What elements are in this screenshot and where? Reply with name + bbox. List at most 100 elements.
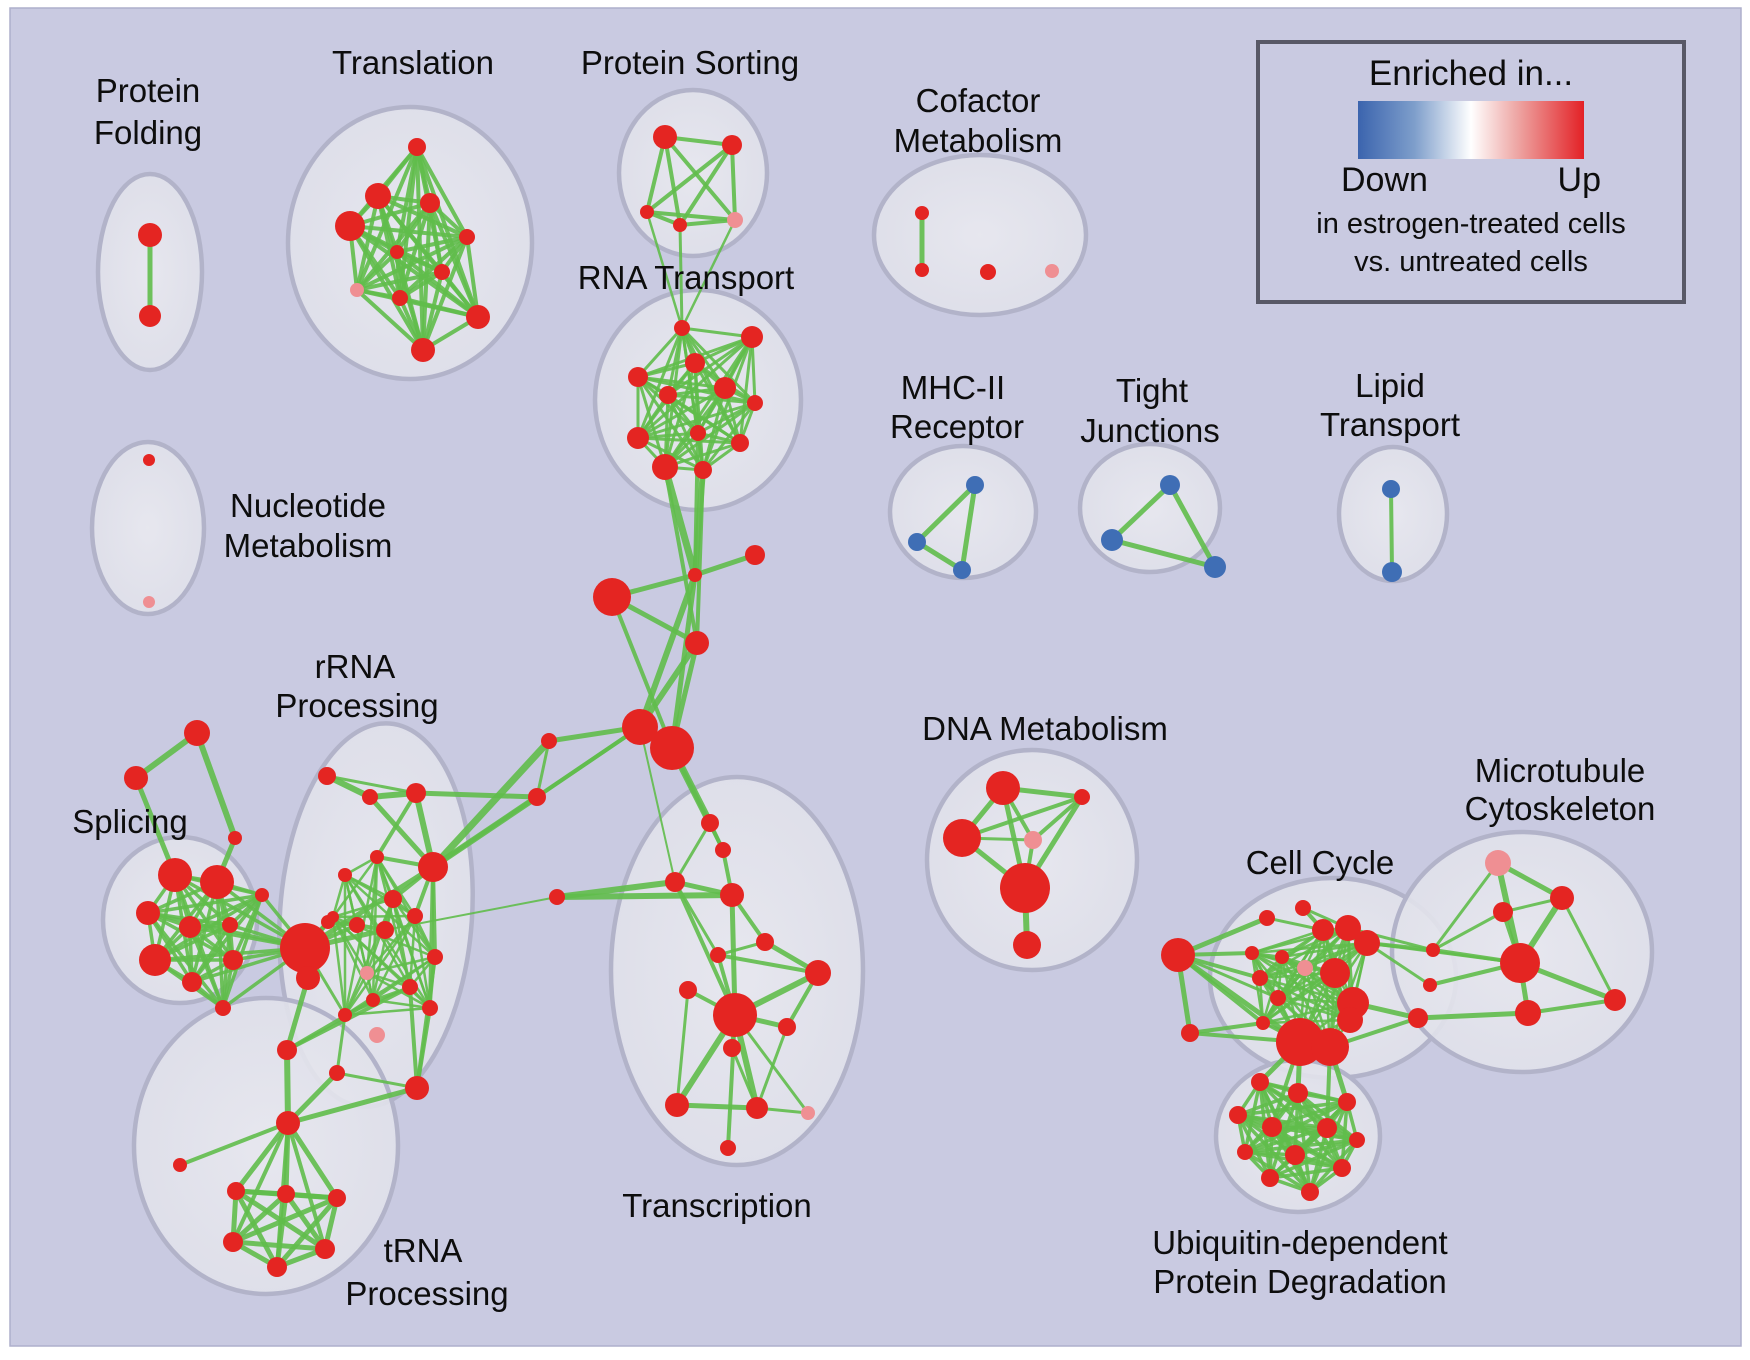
node-o3[interactable] bbox=[640, 205, 654, 219]
node-S8[interactable] bbox=[182, 972, 202, 992]
node-MB[interactable] bbox=[1500, 943, 1540, 983]
node-GB2[interactable] bbox=[1311, 1028, 1349, 1066]
node-g1[interactable] bbox=[1161, 938, 1195, 972]
node-l1[interactable] bbox=[1382, 480, 1400, 498]
node-r17[interactable] bbox=[329, 1065, 345, 1081]
node-h1[interactable] bbox=[1426, 943, 1440, 957]
node-S1[interactable] bbox=[158, 858, 192, 892]
node-f2[interactable] bbox=[915, 263, 929, 277]
node-f1[interactable] bbox=[915, 206, 929, 220]
node-g7[interactable] bbox=[1252, 970, 1268, 986]
node-c2[interactable] bbox=[715, 842, 731, 858]
node-r5[interactable] bbox=[338, 868, 352, 882]
node-g4[interactable] bbox=[1295, 900, 1311, 916]
node-S3[interactable] bbox=[136, 901, 160, 925]
node-r14[interactable] bbox=[338, 1008, 352, 1022]
node-v4[interactable] bbox=[335, 211, 365, 241]
node-T1[interactable] bbox=[184, 720, 210, 746]
node-c14[interactable] bbox=[720, 1140, 736, 1156]
node-u3[interactable] bbox=[1338, 1093, 1356, 1111]
node-d3[interactable] bbox=[943, 819, 981, 857]
node-g2[interactable] bbox=[1181, 1024, 1199, 1042]
node-d2[interactable] bbox=[1074, 789, 1090, 805]
node-o5[interactable] bbox=[727, 212, 743, 228]
node-a11[interactable] bbox=[652, 454, 678, 480]
node-c9[interactable] bbox=[778, 1018, 796, 1036]
node-c7[interactable] bbox=[805, 960, 831, 986]
node-v10[interactable] bbox=[466, 305, 490, 329]
node-d1[interactable] bbox=[986, 771, 1020, 805]
node-m5[interactable] bbox=[1604, 989, 1626, 1011]
node-h3[interactable] bbox=[1408, 1008, 1428, 1028]
node-j2[interactable] bbox=[1101, 529, 1123, 551]
node-c1[interactable] bbox=[701, 814, 719, 832]
node-p2[interactable] bbox=[139, 305, 161, 327]
node-L2[interactable] bbox=[528, 788, 546, 806]
node-j3[interactable] bbox=[1204, 556, 1226, 578]
node-h2[interactable] bbox=[1423, 978, 1437, 992]
node-L1[interactable] bbox=[541, 733, 557, 749]
node-a8[interactable] bbox=[690, 425, 706, 441]
node-a1[interactable] bbox=[674, 320, 690, 336]
node-u12[interactable] bbox=[1333, 1159, 1351, 1177]
node-r11[interactable] bbox=[360, 966, 374, 980]
node-b1[interactable] bbox=[966, 476, 984, 494]
node-r12[interactable] bbox=[402, 979, 418, 995]
node-g13[interactable] bbox=[1354, 930, 1380, 956]
node-g9[interactable] bbox=[1270, 990, 1286, 1006]
node-u2[interactable] bbox=[1288, 1083, 1308, 1103]
node-c3[interactable] bbox=[665, 872, 685, 892]
node-M3[interactable] bbox=[593, 578, 631, 616]
node-H2[interactable] bbox=[650, 726, 694, 770]
node-m4[interactable] bbox=[1515, 1000, 1541, 1026]
node-m2[interactable] bbox=[1550, 886, 1574, 910]
node-v2[interactable] bbox=[365, 183, 391, 209]
node-r8[interactable] bbox=[327, 911, 339, 923]
node-a10[interactable] bbox=[731, 434, 749, 452]
node-H1[interactable] bbox=[622, 709, 658, 745]
node-n1[interactable] bbox=[143, 454, 155, 466]
node-S4[interactable] bbox=[179, 916, 201, 938]
node-d5[interactable] bbox=[1013, 931, 1041, 959]
node-a7[interactable] bbox=[747, 395, 763, 411]
node-u10[interactable] bbox=[1261, 1169, 1279, 1187]
node-S9[interactable] bbox=[223, 950, 243, 970]
node-g8[interactable] bbox=[1297, 960, 1313, 976]
node-r1[interactable] bbox=[318, 767, 336, 785]
node-g14[interactable] bbox=[1320, 958, 1350, 988]
node-g11[interactable] bbox=[1312, 919, 1334, 941]
node-u11[interactable] bbox=[1301, 1183, 1319, 1201]
node-l2[interactable] bbox=[1382, 562, 1402, 582]
node-g16[interactable] bbox=[1337, 1007, 1363, 1033]
node-X1[interactable] bbox=[277, 1040, 297, 1060]
node-t1[interactable] bbox=[227, 1182, 245, 1200]
node-u6[interactable] bbox=[1317, 1118, 1337, 1138]
node-a5[interactable] bbox=[714, 377, 736, 399]
node-b2[interactable] bbox=[908, 533, 926, 551]
node-b3[interactable] bbox=[953, 561, 971, 579]
node-RC[interactable] bbox=[405, 1076, 429, 1100]
node-a2[interactable] bbox=[741, 326, 763, 348]
node-m3[interactable] bbox=[1493, 902, 1513, 922]
node-RB[interactable] bbox=[418, 852, 448, 882]
node-r4[interactable] bbox=[370, 850, 384, 864]
node-v9[interactable] bbox=[392, 290, 408, 306]
node-c6[interactable] bbox=[710, 947, 726, 963]
node-S2[interactable] bbox=[200, 865, 234, 899]
node-j1[interactable] bbox=[1160, 475, 1180, 495]
node-u1[interactable] bbox=[1251, 1073, 1269, 1091]
node-a3[interactable] bbox=[685, 353, 705, 373]
node-g10[interactable] bbox=[1256, 1016, 1270, 1030]
node-c4[interactable] bbox=[720, 883, 744, 907]
node-c8[interactable] bbox=[679, 981, 697, 999]
node-v3[interactable] bbox=[420, 193, 440, 213]
node-f4[interactable] bbox=[1045, 264, 1059, 278]
node-o2[interactable] bbox=[722, 135, 742, 155]
node-u7[interactable] bbox=[1349, 1132, 1365, 1148]
node-c11[interactable] bbox=[665, 1093, 689, 1117]
node-a6[interactable] bbox=[659, 386, 677, 404]
node-SB[interactable] bbox=[280, 923, 330, 973]
node-n2[interactable] bbox=[143, 596, 155, 608]
node-T3[interactable] bbox=[228, 831, 242, 845]
node-v1[interactable] bbox=[408, 138, 426, 156]
